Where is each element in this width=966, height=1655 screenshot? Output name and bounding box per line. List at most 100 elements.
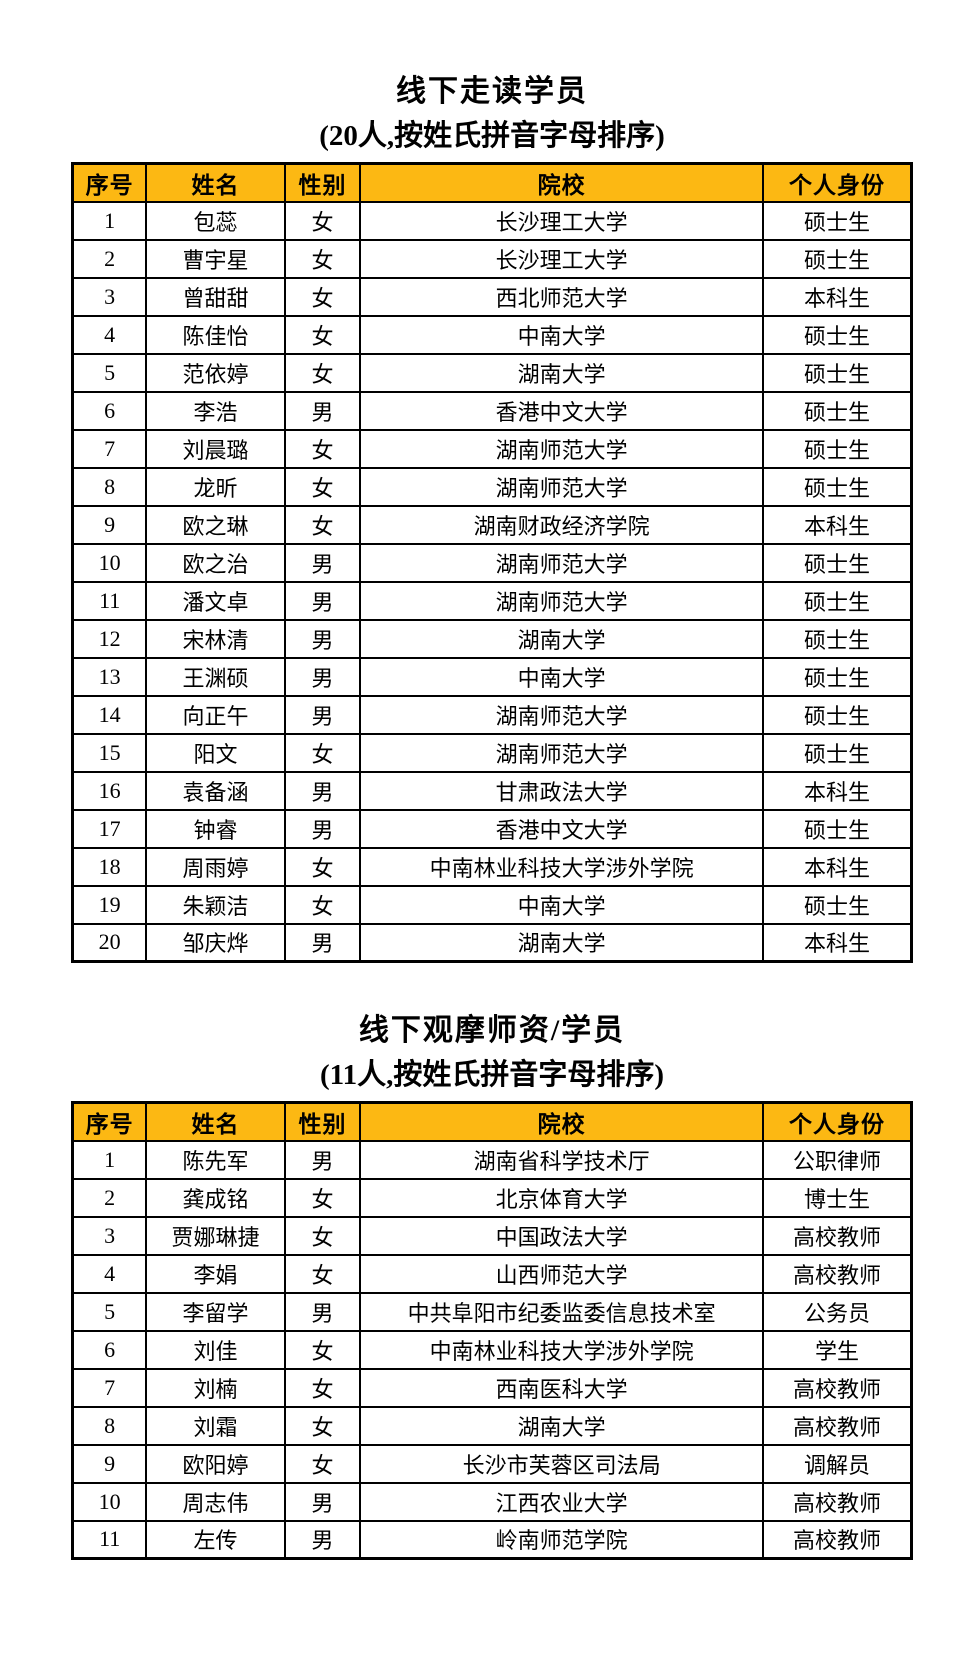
table-cell: 周雨婷 <box>145 846 286 887</box>
table-cell: 女 <box>283 1405 362 1446</box>
table-cell: 硕士生 <box>761 580 913 621</box>
table-cell: 学生 <box>761 1329 913 1370</box>
table-cell: 长沙市芙蓉区司法局 <box>359 1443 764 1484</box>
table-cell: 硕士生 <box>761 656 913 697</box>
table-row: 4 陈佳怡女中南大学 硕士生 <box>71 314 913 355</box>
column-header: 院校 <box>359 1101 764 1142</box>
table-cell: 陈佳怡 <box>145 314 286 355</box>
table-cell: 10 <box>71 1481 148 1522</box>
table-cell: 13 <box>71 656 148 697</box>
table-cell: 7 <box>71 428 148 469</box>
table-cell: 硕士生 <box>761 884 913 925</box>
table-cell: 湖南财政经济学院 <box>359 504 764 545</box>
table-row: 9 欧阳婷女长沙市芙蓉区司法局 调解员 <box>71 1443 913 1484</box>
table-cell: 8 <box>71 1405 148 1446</box>
table-cell: 湖南师范大学 <box>359 732 764 773</box>
table-cell: 江西农业大学 <box>359 1481 764 1522</box>
table-cell: 6 <box>71 1329 148 1370</box>
table-cell: 潘文卓 <box>145 580 286 621</box>
table-cell: 香港中文大学 <box>359 390 764 431</box>
table-row: 1 陈先军男湖南省科学技术厅 公职律师 <box>71 1139 913 1180</box>
table-row: 15 阳文女湖南师范大学 硕士生 <box>71 732 913 773</box>
table-cell: 女 <box>283 732 362 773</box>
table-cell: 男 <box>283 390 362 431</box>
table-cell: 欧之琳 <box>145 504 286 545</box>
table-cell: 男 <box>283 1481 362 1522</box>
table-cell: 湖南师范大学 <box>359 694 764 735</box>
table-cell: 湖南师范大学 <box>359 428 764 469</box>
table-cell: 甘肃政法大学 <box>359 770 764 811</box>
column-header: 姓名 <box>145 1101 286 1142</box>
table-cell: 本科生 <box>761 276 913 317</box>
table-cell: 男 <box>283 770 362 811</box>
table-row: 14 向正午男湖南师范大学 硕士生 <box>71 694 913 735</box>
table-cell: 高校教师 <box>761 1215 913 1256</box>
table-cell: 博士生 <box>761 1177 913 1218</box>
table-cell: 16 <box>71 770 148 811</box>
table-cell: 男 <box>283 808 362 849</box>
table-row: 2 曹宇星女长沙理工大学 硕士生 <box>71 238 913 279</box>
table-cell: 湖南省科学技术厅 <box>359 1139 764 1180</box>
header-row: 序号 姓名 性别 院校 个人身份 <box>71 1101 913 1142</box>
table-cell: 包蕊 <box>145 200 286 241</box>
table-cell: 龚成铭 <box>145 1177 286 1218</box>
table-cell: 陈先军 <box>145 1139 286 1180</box>
table-cell: 硕士生 <box>761 428 913 469</box>
table-cell: 4 <box>71 1253 148 1294</box>
table-cell: 中国政法大学 <box>359 1215 764 1256</box>
table-cell: 李留学 <box>145 1291 286 1332</box>
table-cell: 本科生 <box>761 770 913 811</box>
table-cell: 公务员 <box>761 1291 913 1332</box>
table-cell: 11 <box>71 1519 148 1560</box>
table-row: 18 周雨婷女中南林业科技大学涉外学院 本科生 <box>71 846 913 887</box>
column-header: 性别 <box>283 1101 362 1142</box>
table-cell: 岭南师范学院 <box>359 1519 764 1560</box>
table-cell: 女 <box>283 238 362 279</box>
table-cell: 湖南师范大学 <box>359 580 764 621</box>
table-cell: 中南大学 <box>359 656 764 697</box>
table-cell: 女 <box>283 1253 362 1294</box>
table-cell: 11 <box>71 580 148 621</box>
table-cell: 女 <box>283 1215 362 1256</box>
table-cell: 15 <box>71 732 148 773</box>
roster-table-commute-students: 序号 姓名 性别 院校 个人身份 1 包蕊女长沙理工大学 硕士生 2 曹宇星女长沙理工大学 硕士生… <box>71 162 913 963</box>
table-cell: 西北师范大学 <box>359 276 764 317</box>
table-cell: 7 <box>71 1367 148 1408</box>
table-cell: 硕士生 <box>761 808 913 849</box>
table-cell: 阳文 <box>145 732 286 773</box>
table-cell: 钟睿 <box>145 808 286 849</box>
table-row: 11 潘文卓男湖南师范大学 硕士生 <box>71 580 913 621</box>
table-cell: 本科生 <box>761 846 913 887</box>
table-cell: 湖南大学 <box>359 1405 764 1446</box>
table-cell: 6 <box>71 390 148 431</box>
table-cell: 向正午 <box>145 694 286 735</box>
table-cell: 高校教师 <box>761 1405 913 1446</box>
table-cell: 刘霜 <box>145 1405 286 1446</box>
table-cell: 曾甜甜 <box>145 276 286 317</box>
table-row: 1 包蕊女长沙理工大学 硕士生 <box>71 200 913 241</box>
table-row: 8 龙昕女湖南师范大学 硕士生 <box>71 466 913 507</box>
table-row: 6 刘佳女中南林业科技大学涉外学院 学生 <box>71 1329 913 1370</box>
section-2-subtitle: (11人,按姓氏拼音字母排序) <box>320 1059 664 1091</box>
table-row: 17 钟睿男香港中文大学 硕士生 <box>71 808 913 849</box>
table-cell: 硕士生 <box>761 352 913 393</box>
table-cell: 2 <box>71 238 148 279</box>
column-header: 个人身份 <box>761 162 913 203</box>
table-row: 2 龚成铭女北京体育大学 博士生 <box>71 1177 913 1218</box>
table-cell: 高校教师 <box>761 1253 913 1294</box>
table-cell: 女 <box>283 200 362 241</box>
table-cell: 中共阜阳市纪委监委信息技术室 <box>359 1291 764 1332</box>
section-2-title: 线下观摩师资/学员 <box>358 1014 626 1047</box>
table-cell: 龙昕 <box>145 466 286 507</box>
table-cell: 5 <box>71 352 148 393</box>
table-row: 20 邹庆烨男湖南大学 本科生 <box>71 922 913 963</box>
table-cell: 9 <box>71 504 148 545</box>
table-row: 7 刘晨璐女湖南师范大学 硕士生 <box>71 428 913 469</box>
table-cell: 范依婷 <box>145 352 286 393</box>
section-1-subtitle: (20人,按姓氏拼音字母排序) <box>319 120 665 152</box>
table-cell: 中南大学 <box>359 314 764 355</box>
table-cell: 女 <box>283 352 362 393</box>
table-cell: 高校教师 <box>761 1481 913 1522</box>
table-cell: 刘佳 <box>145 1329 286 1370</box>
table-cell: 硕士生 <box>761 390 913 431</box>
